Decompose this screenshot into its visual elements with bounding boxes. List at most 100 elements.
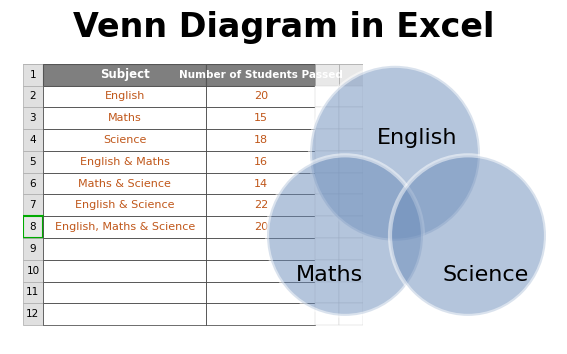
Bar (315, 151, 339, 173)
Text: 11: 11 (26, 287, 40, 297)
Bar (23, 129, 43, 151)
Bar (315, 173, 339, 194)
Bar (23, 216, 43, 238)
Text: 8: 8 (29, 222, 36, 232)
Bar (315, 260, 339, 281)
Text: 22: 22 (253, 200, 268, 210)
Text: English: English (376, 128, 457, 148)
Bar (23, 42, 43, 64)
Text: Maths: Maths (297, 265, 363, 285)
Bar (339, 194, 363, 216)
Bar (206, 303, 315, 325)
Bar (339, 173, 363, 194)
Bar (206, 86, 315, 107)
Bar (315, 64, 339, 86)
Text: D: D (347, 48, 355, 58)
Bar (206, 194, 315, 216)
Text: Venn Diagram in Excel: Venn Diagram in Excel (73, 11, 494, 44)
Bar (206, 173, 315, 194)
Text: Subject: Subject (100, 68, 150, 81)
Bar (315, 86, 339, 107)
Bar (339, 303, 363, 325)
Text: 20: 20 (254, 91, 268, 101)
Bar (315, 303, 339, 325)
Text: Maths: Maths (108, 113, 142, 123)
Text: 6: 6 (29, 178, 36, 189)
Bar (23, 64, 43, 86)
Bar (206, 216, 315, 238)
Bar (206, 107, 315, 129)
Bar (23, 107, 43, 129)
Bar (43, 238, 206, 260)
Bar (339, 216, 363, 238)
Text: English & Maths: English & Maths (80, 157, 170, 167)
Bar (23, 86, 43, 107)
Text: B: B (257, 48, 265, 58)
Bar (43, 194, 206, 216)
Bar (206, 238, 315, 260)
Text: English & Science: English & Science (75, 200, 175, 210)
Bar (206, 42, 315, 64)
Circle shape (390, 155, 546, 316)
Bar (206, 281, 315, 303)
Bar (43, 173, 206, 194)
Text: 7: 7 (29, 200, 36, 210)
Bar (315, 238, 339, 260)
Bar (339, 64, 363, 86)
Text: 20: 20 (254, 222, 268, 232)
Bar (315, 107, 339, 129)
Text: A: A (121, 48, 129, 58)
Circle shape (267, 155, 423, 316)
Text: 12: 12 (26, 309, 40, 319)
Text: 16: 16 (254, 157, 268, 167)
Bar (23, 281, 43, 303)
Bar (23, 194, 43, 216)
Polygon shape (23, 42, 43, 64)
Bar (206, 129, 315, 151)
Bar (43, 42, 206, 64)
Text: 14: 14 (254, 178, 268, 189)
Bar (43, 107, 206, 129)
Bar (43, 216, 206, 238)
Bar (339, 260, 363, 281)
Text: 3: 3 (29, 113, 36, 123)
Text: Number of Students Passed: Number of Students Passed (179, 70, 343, 80)
Bar (23, 260, 43, 281)
Bar (206, 151, 315, 173)
Text: 4: 4 (29, 135, 36, 145)
Bar (339, 42, 363, 64)
Bar (315, 42, 339, 64)
Bar (339, 238, 363, 260)
Text: C: C (323, 48, 331, 58)
Bar (43, 260, 206, 281)
Bar (23, 173, 43, 194)
Bar (23, 238, 43, 260)
Text: Maths & Science: Maths & Science (78, 178, 171, 189)
Circle shape (310, 66, 480, 241)
Bar (23, 151, 43, 173)
Text: 18: 18 (254, 135, 268, 145)
Text: 9: 9 (29, 244, 36, 254)
Bar (315, 281, 339, 303)
Bar (206, 260, 315, 281)
Bar (23, 303, 43, 325)
Text: 2: 2 (29, 91, 36, 101)
Bar (43, 281, 206, 303)
Text: Science: Science (103, 135, 146, 145)
Bar (43, 64, 206, 86)
Bar (43, 129, 206, 151)
Text: 1: 1 (29, 70, 36, 80)
Bar (339, 281, 363, 303)
Bar (315, 194, 339, 216)
Text: 15: 15 (254, 113, 268, 123)
Bar (43, 303, 206, 325)
Text: 5: 5 (29, 157, 36, 167)
Bar (43, 86, 206, 107)
Text: Science: Science (443, 265, 529, 285)
Bar (339, 107, 363, 129)
Bar (206, 64, 315, 86)
Text: English: English (104, 91, 145, 101)
Text: English, Maths & Science: English, Maths & Science (54, 222, 195, 232)
Bar (315, 129, 339, 151)
Bar (315, 216, 339, 238)
